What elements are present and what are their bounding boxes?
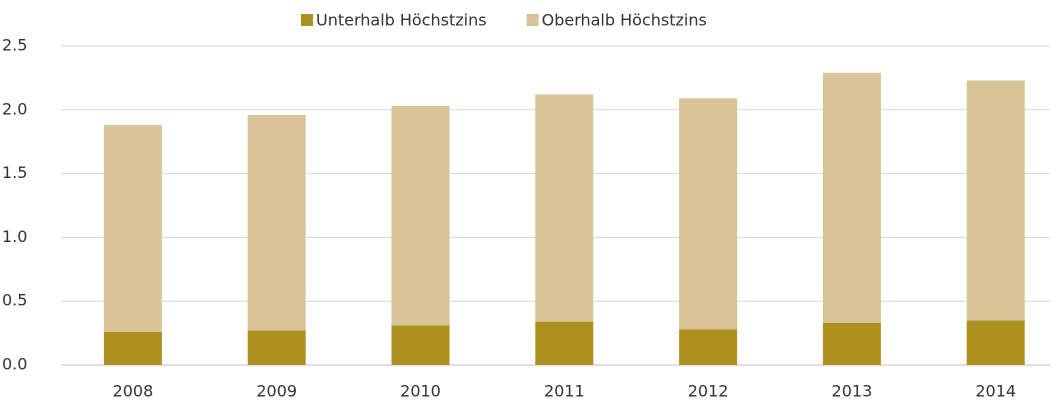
y-tick-label: 2.5 bbox=[2, 36, 27, 55]
legend-label: Oberhalb Höchstzins bbox=[542, 11, 707, 30]
x-tick-label: 2008 bbox=[113, 382, 154, 401]
bar-segment bbox=[247, 330, 306, 365]
bar-segment bbox=[822, 322, 881, 365]
bar-segment bbox=[535, 94, 594, 322]
bar-segment bbox=[966, 80, 1025, 321]
legend-swatch bbox=[526, 14, 539, 26]
bar-segment bbox=[535, 321, 594, 365]
y-tick-label: 1.5 bbox=[2, 163, 27, 182]
x-tick-label: 2012 bbox=[688, 382, 729, 401]
bar-segment bbox=[103, 125, 162, 332]
y-tick-label: 1.0 bbox=[2, 227, 27, 246]
legend-swatch bbox=[301, 14, 313, 26]
bar-segment bbox=[103, 331, 162, 365]
bar-segment bbox=[822, 72, 881, 323]
bar-segment bbox=[679, 98, 738, 330]
bar-segment bbox=[679, 329, 738, 365]
bar-segment bbox=[247, 114, 306, 331]
legend-label: Unterhalb Höchstzins bbox=[316, 11, 487, 30]
x-tick-label: 2014 bbox=[975, 382, 1016, 401]
x-tick-label: 2013 bbox=[832, 382, 873, 401]
x-tick-label: 2011 bbox=[544, 382, 585, 401]
bar-segment bbox=[391, 325, 450, 365]
x-tick-label: 2009 bbox=[256, 382, 297, 401]
y-tick-label: 0.5 bbox=[2, 291, 27, 310]
y-tick-label: 2.0 bbox=[2, 99, 27, 118]
y-tick-label: 0.0 bbox=[2, 355, 27, 374]
bar-segment bbox=[391, 105, 450, 326]
x-tick-label: 2010 bbox=[400, 382, 441, 401]
bar-segment bbox=[966, 320, 1025, 365]
